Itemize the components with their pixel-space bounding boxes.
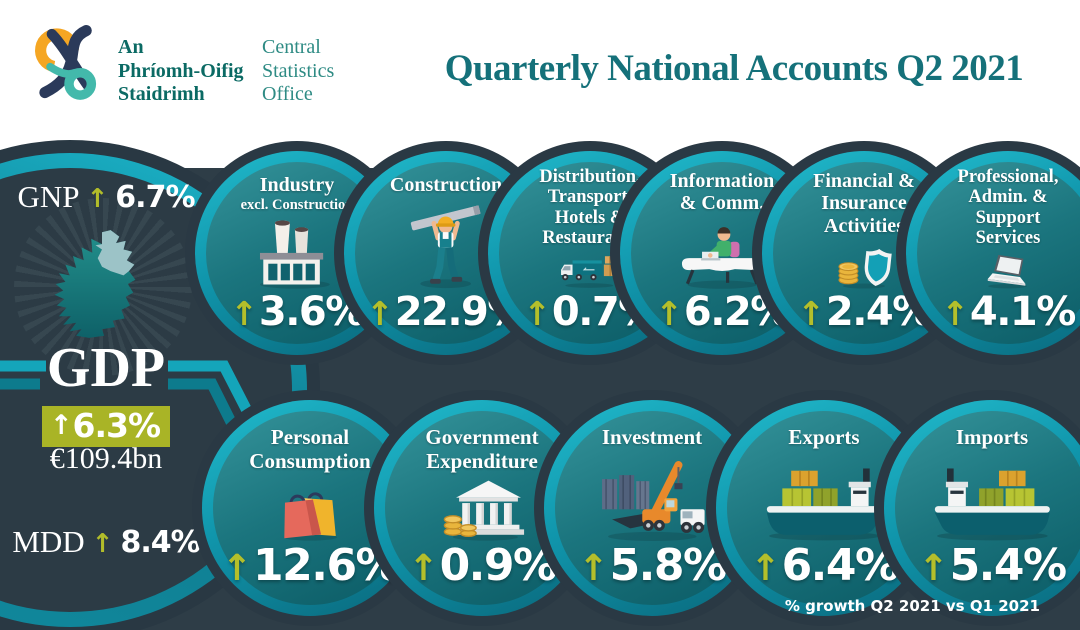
sector-title: Construction [389, 174, 503, 196]
gdp-amount: €109.4bn [49, 442, 163, 475]
sector-change: ↑ 0.9% [408, 540, 558, 591]
sector-change: ↑ 5.8% [578, 540, 728, 591]
gnp-label: GNP [17, 179, 80, 214]
sector-title: Government Expenditure [425, 425, 539, 473]
up-arrow-icon: ↑ [797, 294, 825, 333]
gdp-change-row: ↑ 6.3% [0, 406, 212, 447]
sector-title: Personal Consumption [249, 425, 371, 473]
up-arrow-icon: ↑ [408, 548, 439, 589]
sector-value: 4.1% [969, 289, 1076, 335]
header-band: An Phríomh-Oifig Staidrimh Central Stati… [0, 0, 1080, 168]
shopping-bags-icon [213, 473, 407, 544]
crane-truck-icon [555, 450, 749, 544]
page-title: Quarterly National Accounts Q2 2021 [444, 48, 1024, 89]
sector-change: ↑ 5.4% [918, 540, 1068, 591]
person-at-desk-icon [631, 215, 813, 292]
sector-professional-admin: Professional, Admin. & Support Services … [896, 141, 1080, 365]
logo-irish-name: An Phríomh-Oifig Staidrimh [118, 36, 244, 106]
gnp-stat: GNP ↑ 6.7% [0, 181, 212, 213]
sector-title: Financial & Insurance Activities [813, 170, 915, 237]
sector-change: ↑ 6.4% [750, 540, 900, 591]
mdd-stat: MDD ↑ 8.4% [0, 526, 212, 558]
sector-subtitle: excl. Construction [240, 197, 354, 214]
delivery-truck-icon [499, 248, 681, 292]
logo-english-name: Central Statistics Office [262, 36, 335, 106]
ireland-map-icon [54, 230, 136, 338]
sector-change: ↑ 2.4% [797, 292, 932, 333]
gnp-value: 6.7% [115, 180, 195, 215]
up-arrow-icon: ↑ [750, 548, 781, 589]
sector-title: Imports [955, 425, 1029, 449]
gdp-change-badge: ↑ 6.3% [41, 406, 171, 447]
up-arrow-icon: ↑ [941, 294, 969, 333]
factory-icon [206, 215, 388, 292]
cargo-ship-icon [727, 450, 921, 544]
gdp-value: 6.3% [72, 406, 162, 445]
coins-shield-icon [773, 237, 955, 292]
up-arrow-icon: ↑ [49, 410, 73, 441]
cargo-ship-icon [895, 450, 1080, 544]
gdp-label: GDP [46, 337, 166, 399]
up-arrow-icon: ↑ [221, 548, 252, 589]
up-arrow-icon: ↑ [655, 294, 683, 333]
mdd-value: 8.4% [120, 525, 200, 560]
sector-title: Investment [601, 425, 703, 449]
sector-government-expenditure: Government Expenditure [364, 390, 600, 626]
sector-value: 5.4% [949, 540, 1068, 591]
up-arrow-icon: ↑ [366, 294, 394, 333]
cso-logo-icon [35, 25, 97, 100]
up-arrow-icon: ↑ [230, 294, 258, 333]
mdd-label: MDD [12, 524, 85, 559]
sector-imports: Imports ↑ 5.4% [874, 390, 1080, 626]
sector-title: Industry [259, 174, 335, 196]
up-arrow-icon: ↑ [86, 184, 109, 214]
sector-title: Professional, Admin. & Support Services [957, 167, 1059, 249]
sector-value: 0.9% [439, 540, 558, 591]
growth-footnote: % growth Q2 2021 vs Q1 2021 [784, 597, 1040, 615]
sector-value: 5.8% [609, 540, 728, 591]
up-arrow-icon: ↑ [578, 548, 609, 589]
bank-coins-icon [385, 473, 579, 544]
circle-fill [917, 162, 1080, 344]
sector-value: 6.4% [781, 540, 900, 591]
up-arrow-icon: ↑ [523, 294, 551, 333]
sector-title: Information & Comm. [669, 170, 775, 215]
laptop-icon [917, 248, 1080, 292]
up-arrow-icon: ↑ [918, 548, 949, 589]
sector-title: Exports [788, 425, 860, 449]
sector-change: ↑ 4.1% [941, 289, 1076, 335]
up-arrow-icon: ↑ [91, 529, 114, 559]
construction-worker-icon [355, 196, 537, 292]
